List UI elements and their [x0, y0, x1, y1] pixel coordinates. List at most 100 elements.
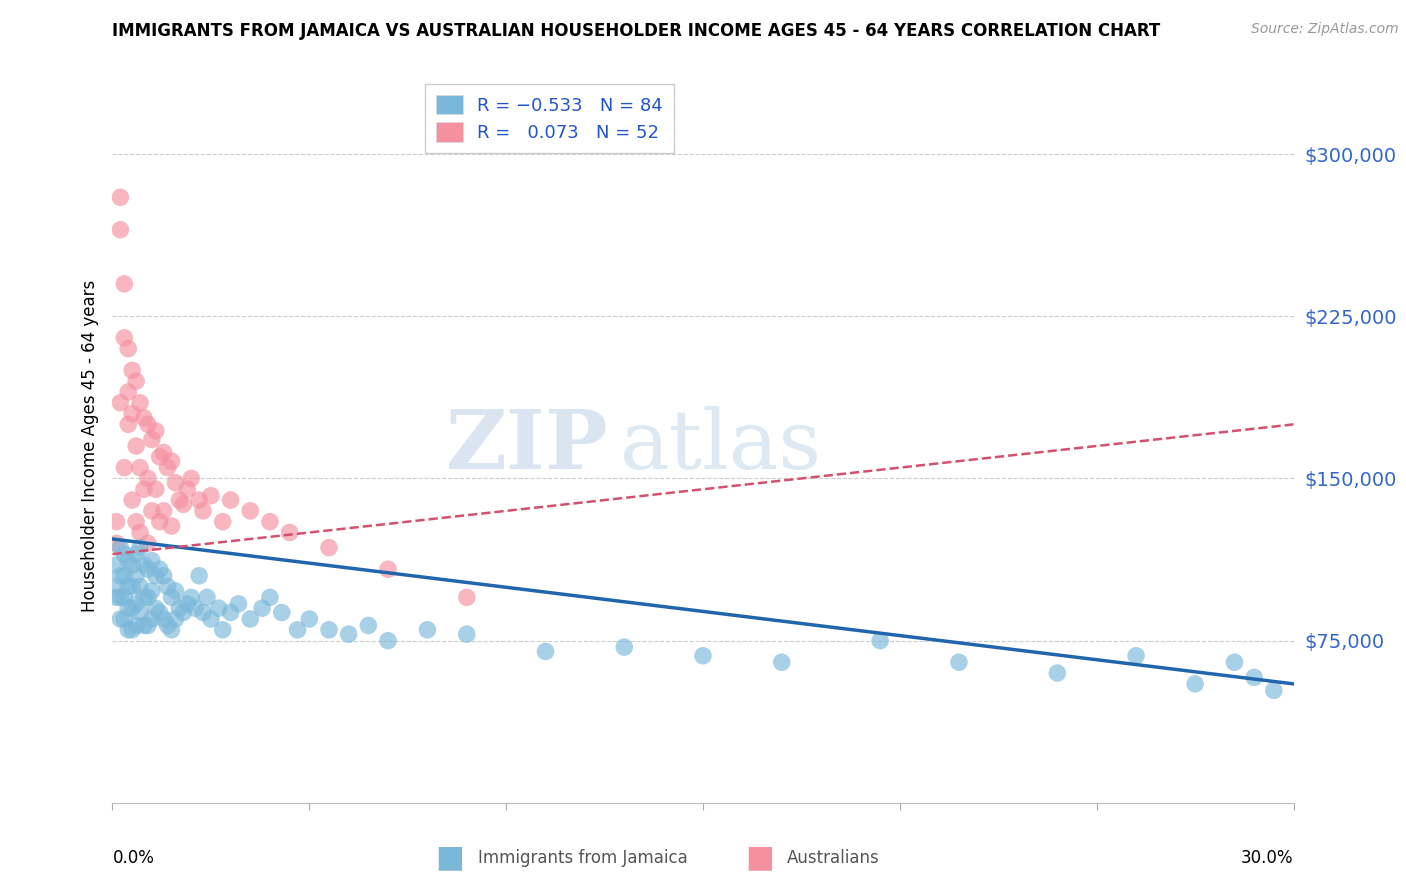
Point: [160, 591, 183, 605]
Point: [259, 591, 281, 605]
Text: Source: ZipAtlas.com: Source: ZipAtlas.com: [1251, 22, 1399, 37]
Point: [125, 374, 148, 388]
Point: [136, 536, 159, 550]
Text: ZIP: ZIP: [446, 406, 609, 486]
Point: [152, 445, 174, 459]
Point: [117, 384, 139, 399]
Point: [259, 515, 281, 529]
Point: [117, 553, 139, 567]
Point: [125, 547, 148, 561]
Text: 0.0%: 0.0%: [112, 849, 155, 867]
Point: [149, 515, 172, 529]
Point: [105, 558, 128, 572]
Point: [200, 489, 222, 503]
Point: [136, 417, 159, 432]
Point: [172, 606, 194, 620]
Point: [145, 482, 167, 496]
Point: [112, 591, 135, 605]
Point: [121, 363, 143, 377]
Point: [117, 623, 139, 637]
Point: [129, 580, 152, 594]
Point: [117, 580, 139, 594]
Point: [129, 606, 152, 620]
Point: [948, 655, 970, 669]
Point: [211, 623, 233, 637]
Point: [219, 493, 242, 508]
Point: [172, 497, 194, 511]
Point: [169, 493, 191, 508]
Point: [613, 640, 636, 654]
Point: [176, 597, 198, 611]
Point: [228, 597, 250, 611]
Point: [1243, 670, 1265, 684]
Point: [117, 601, 139, 615]
Point: [165, 612, 187, 626]
Point: [141, 504, 163, 518]
Point: [121, 407, 143, 421]
Point: [129, 525, 152, 540]
Legend: R = −0.533   N = 84, R =   0.073   N = 52: R = −0.533 N = 84, R = 0.073 N = 52: [425, 84, 673, 153]
Point: [156, 618, 179, 632]
Point: [117, 417, 139, 432]
Point: [770, 655, 793, 669]
Point: [121, 558, 143, 572]
Point: [165, 475, 187, 490]
Point: [125, 618, 148, 632]
Point: [129, 460, 152, 475]
Point: [152, 504, 174, 518]
Point: [200, 612, 222, 626]
Point: [211, 515, 233, 529]
Point: [180, 591, 202, 605]
Point: [1125, 648, 1147, 663]
Point: [121, 493, 143, 508]
Point: [160, 623, 183, 637]
Point: [456, 627, 478, 641]
Point: [141, 433, 163, 447]
Point: [132, 410, 155, 425]
Point: [110, 591, 132, 605]
Point: [287, 623, 309, 637]
Point: [208, 601, 231, 615]
Point: [318, 623, 340, 637]
Point: [117, 342, 139, 356]
Point: [136, 591, 159, 605]
Point: [337, 627, 360, 641]
Point: [149, 450, 172, 464]
Point: [112, 568, 135, 582]
Point: [456, 591, 478, 605]
Text: IMMIGRANTS FROM JAMAICA VS AUSTRALIAN HOUSEHOLDER INCOME AGES 45 - 64 YEARS CORR: IMMIGRANTS FROM JAMAICA VS AUSTRALIAN HO…: [112, 22, 1161, 40]
Point: [112, 277, 135, 291]
Point: [176, 482, 198, 496]
Point: [239, 612, 262, 626]
Point: [105, 515, 128, 529]
Text: ■: ■: [436, 844, 464, 872]
Point: [692, 648, 714, 663]
Point: [136, 562, 159, 576]
Point: [141, 612, 163, 626]
Point: [125, 515, 148, 529]
Point: [165, 583, 187, 598]
Point: [377, 633, 399, 648]
Point: [125, 439, 148, 453]
Point: [110, 396, 132, 410]
Point: [132, 558, 155, 572]
Point: [141, 553, 163, 567]
Point: [152, 612, 174, 626]
Point: [121, 580, 143, 594]
Point: [132, 591, 155, 605]
Point: [180, 471, 202, 485]
Point: [110, 190, 132, 204]
Point: [129, 396, 152, 410]
Point: [125, 568, 148, 582]
Point: [105, 591, 128, 605]
Point: [110, 541, 132, 555]
Text: Australians: Australians: [787, 849, 880, 867]
Point: [121, 601, 143, 615]
Point: [105, 536, 128, 550]
Point: [357, 618, 380, 632]
Point: [534, 644, 557, 658]
Point: [278, 525, 301, 540]
Point: [298, 612, 321, 626]
Point: [156, 580, 179, 594]
Point: [136, 471, 159, 485]
